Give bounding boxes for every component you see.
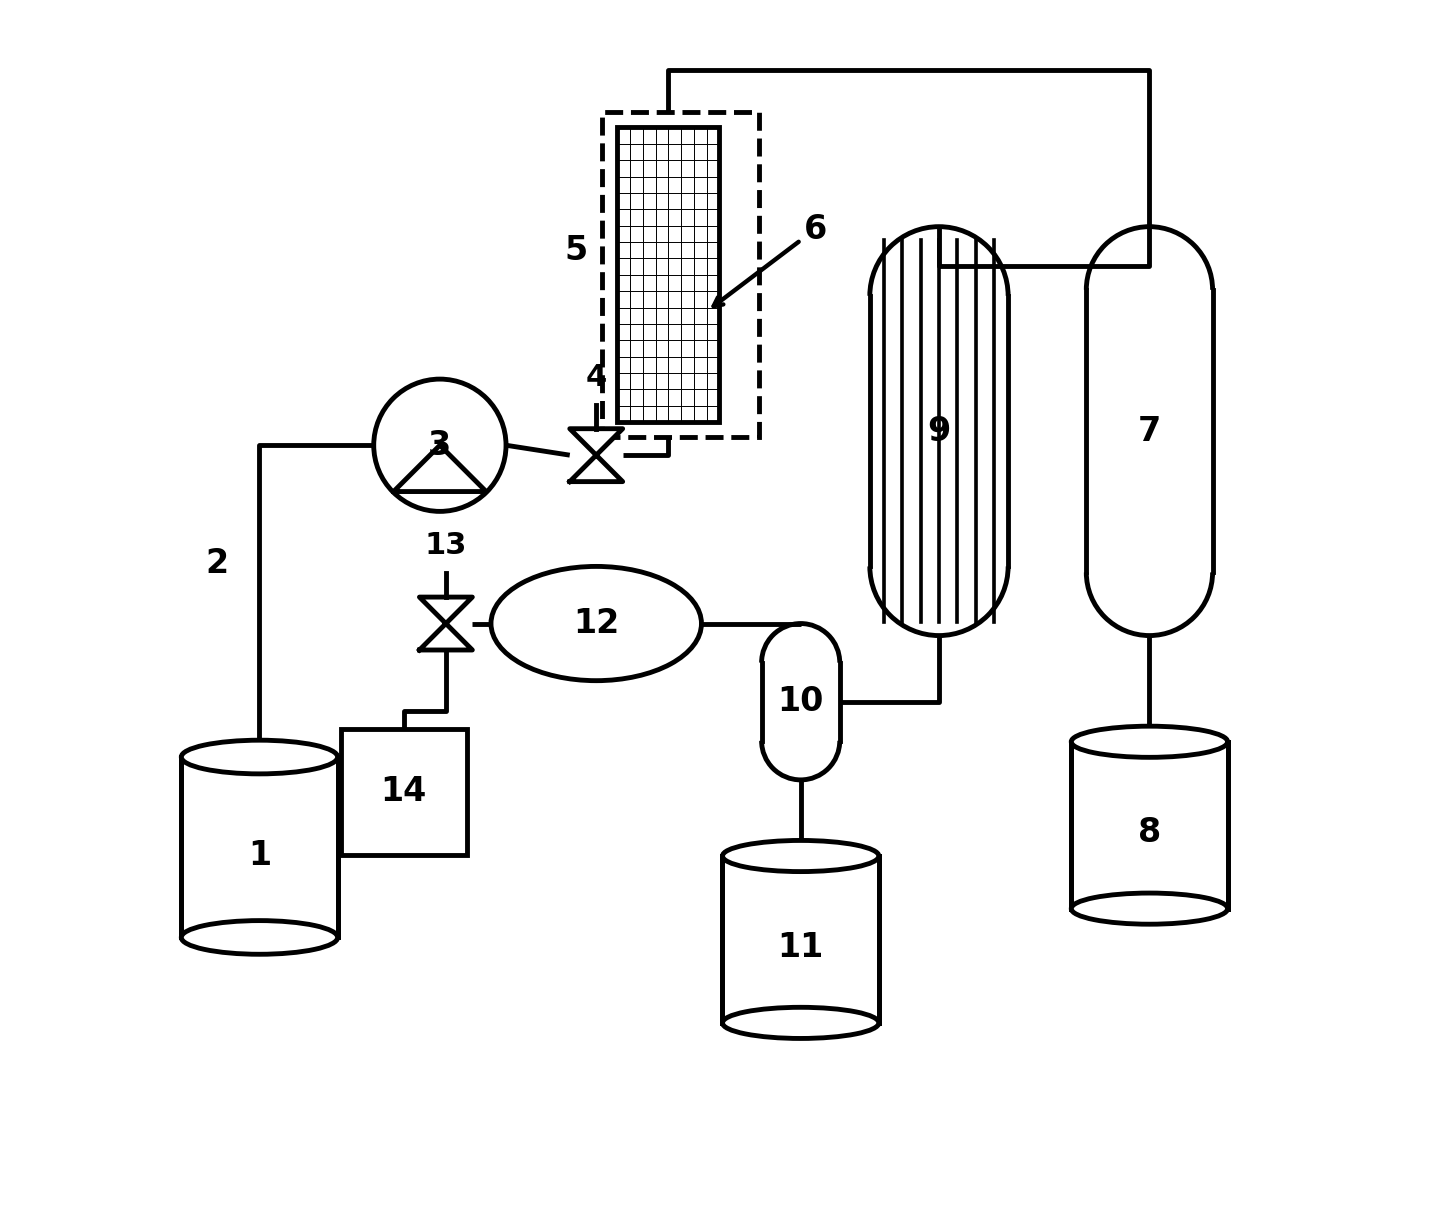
- Polygon shape: [569, 429, 623, 482]
- Bar: [762, 662, 840, 741]
- Bar: [722, 856, 879, 1023]
- Wedge shape: [870, 226, 1009, 295]
- Wedge shape: [1087, 226, 1212, 289]
- Ellipse shape: [1071, 893, 1228, 924]
- Text: 3: 3: [428, 429, 451, 461]
- Text: 4: 4: [585, 362, 607, 391]
- Circle shape: [374, 379, 506, 511]
- Ellipse shape: [491, 567, 701, 681]
- Text: 7: 7: [1137, 414, 1162, 448]
- Polygon shape: [393, 446, 486, 492]
- Ellipse shape: [722, 840, 879, 872]
- Text: 10: 10: [777, 685, 824, 718]
- Bar: [1071, 742, 1228, 908]
- Ellipse shape: [181, 740, 338, 774]
- Wedge shape: [870, 567, 1009, 636]
- Text: 9: 9: [928, 414, 951, 448]
- Text: 5: 5: [564, 234, 588, 268]
- Text: 12: 12: [574, 607, 620, 641]
- Ellipse shape: [1071, 727, 1228, 757]
- Text: 8: 8: [1137, 816, 1162, 849]
- Text: 11: 11: [777, 931, 824, 964]
- Wedge shape: [762, 741, 840, 780]
- Bar: [341, 729, 467, 855]
- Bar: [603, 113, 759, 437]
- Wedge shape: [1087, 573, 1212, 636]
- Text: 1: 1: [249, 839, 272, 872]
- Ellipse shape: [181, 920, 338, 954]
- Bar: [181, 757, 338, 937]
- Ellipse shape: [722, 1008, 879, 1039]
- Wedge shape: [762, 624, 840, 662]
- Text: 2: 2: [205, 547, 228, 580]
- Text: 14: 14: [380, 775, 426, 809]
- Bar: [617, 127, 720, 423]
- Text: 6: 6: [714, 213, 827, 306]
- Text: 13: 13: [425, 532, 467, 559]
- Polygon shape: [419, 597, 473, 650]
- Bar: [1087, 289, 1212, 573]
- Bar: [870, 295, 1009, 567]
